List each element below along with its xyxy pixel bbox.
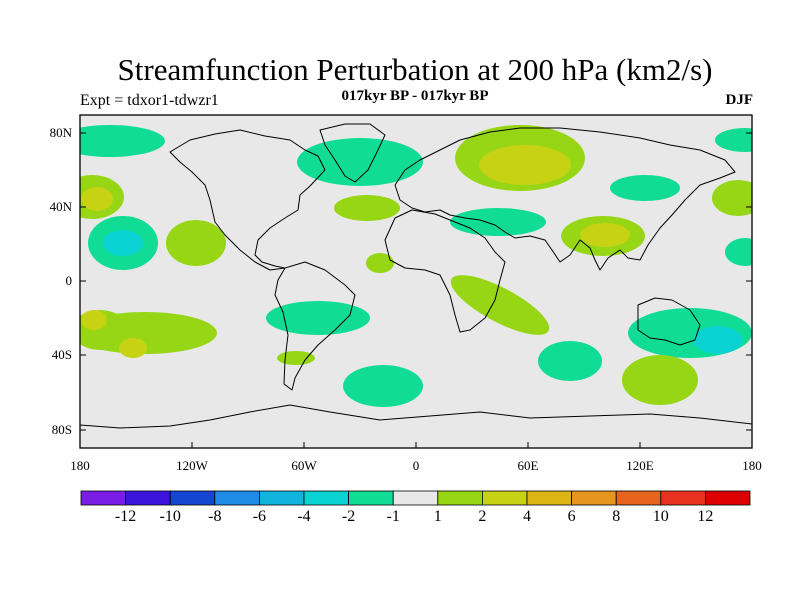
contour-green-argentina — [277, 351, 315, 365]
coast-greenland — [319, 123, 386, 183]
colorbar-label: -1 — [386, 508, 400, 525]
coast-eurasia — [394, 127, 736, 271]
coast-australia — [637, 297, 701, 346]
contour-teal-pacific-east-edge — [725, 238, 752, 266]
contour-green-south-indian-east — [622, 355, 698, 405]
lon-label-60e: 60E — [517, 458, 539, 473]
contour-yellow-asia — [580, 223, 630, 247]
colorbar-swatch — [437, 490, 483, 506]
coastlines — [80, 123, 752, 429]
colorbar-swatch — [169, 490, 216, 506]
colorbar-label: 1 — [433, 508, 442, 525]
colorbar-label: -12 — [114, 508, 137, 525]
colorbar — [80, 490, 751, 506]
contour-teal-north-pacific — [80, 125, 165, 157]
colorbar-swatch — [705, 490, 751, 506]
colorbar-swatch — [526, 490, 572, 506]
colorbar-swatch — [125, 490, 171, 506]
colorbar-label: 8 — [612, 508, 621, 525]
colorbar-swatch — [80, 490, 126, 506]
coast-antarctica — [80, 404, 752, 429]
lat-label-0: 0 — [65, 273, 73, 288]
plot-subtitle: 017kyr BP - 017kyr BP — [341, 88, 489, 104]
lon-label-120e: 120E — [626, 458, 654, 473]
experiment-label: Expt = tdxor1-tdwzr1 — [80, 92, 219, 109]
colorbar-swatch — [214, 490, 260, 506]
colorbar-swatch — [258, 490, 305, 506]
colorbar-swatch — [615, 490, 662, 506]
contour-yellow-south-pacific-2 — [119, 338, 147, 358]
colorbar-swatch — [660, 490, 706, 506]
colorbar-label: -2 — [341, 508, 356, 525]
contour-cyan-pacific-tropics — [103, 230, 143, 256]
contour-green-africa-indian — [450, 275, 550, 335]
contour-fills — [80, 125, 752, 407]
contour-teal-south-indian — [538, 341, 602, 381]
contour-cyan-australia — [694, 326, 742, 354]
contour-yellow-siberia — [479, 145, 571, 185]
plot-title: Streamfunction Perturbation at 200 hPa (… — [117, 52, 713, 87]
contour-teal-mediterranean — [450, 208, 546, 236]
contour-teal-south-atlantic-high — [343, 365, 423, 407]
contour-green-east-pacific — [166, 220, 226, 266]
contour-yellow-pacific-west — [81, 187, 113, 211]
contour-teal-greenland — [297, 138, 423, 186]
lon-label-180w: 180 — [70, 458, 90, 473]
colorbar-swatch — [571, 490, 617, 506]
lon-label-180e: 180 — [742, 458, 762, 473]
contour-teal-north-pacific-east — [715, 128, 752, 152]
contour-teal-south-atlantic — [266, 301, 370, 335]
contour-green-atlantic — [334, 195, 400, 221]
colorbar-label: 6 — [567, 508, 576, 525]
colorbar-label: -10 — [159, 508, 181, 525]
lat-label-80s: 80S — [51, 422, 72, 437]
colorbar-swatch — [481, 490, 528, 506]
lon-label-0: 0 — [412, 458, 420, 473]
lon-label-120w: 120W — [176, 458, 208, 473]
season-label: DJF — [725, 92, 754, 108]
coast-north-america — [169, 129, 326, 271]
axis-ticks — [80, 132, 752, 448]
lat-label-40n: 40N — [49, 199, 72, 214]
lon-label-60w: 60W — [291, 458, 317, 473]
colorbar-swatch — [392, 490, 439, 506]
lat-label-80n: 80N — [49, 125, 72, 140]
colorbar-label: 12 — [697, 508, 714, 525]
contour-yellow-south-pacific — [81, 310, 107, 330]
lat-label-40s: 40S — [51, 347, 72, 362]
colorbar-label: 10 — [652, 508, 669, 525]
colorbar-label: -6 — [252, 508, 267, 525]
colorbar-label: 4 — [523, 508, 531, 525]
contour-green-west-africa — [366, 253, 394, 273]
contour-teal-east-asia-high — [610, 175, 680, 201]
coast-africa — [384, 209, 506, 333]
colorbar-label: -4 — [297, 508, 311, 525]
colorbar-label: -8 — [208, 508, 222, 525]
colorbar-swatch — [348, 490, 394, 506]
colorbar-label: 2 — [478, 508, 487, 525]
colorbar-swatch — [303, 490, 349, 506]
contour-green-north-pacific-edge — [712, 180, 752, 216]
coast-south-america — [274, 261, 356, 391]
